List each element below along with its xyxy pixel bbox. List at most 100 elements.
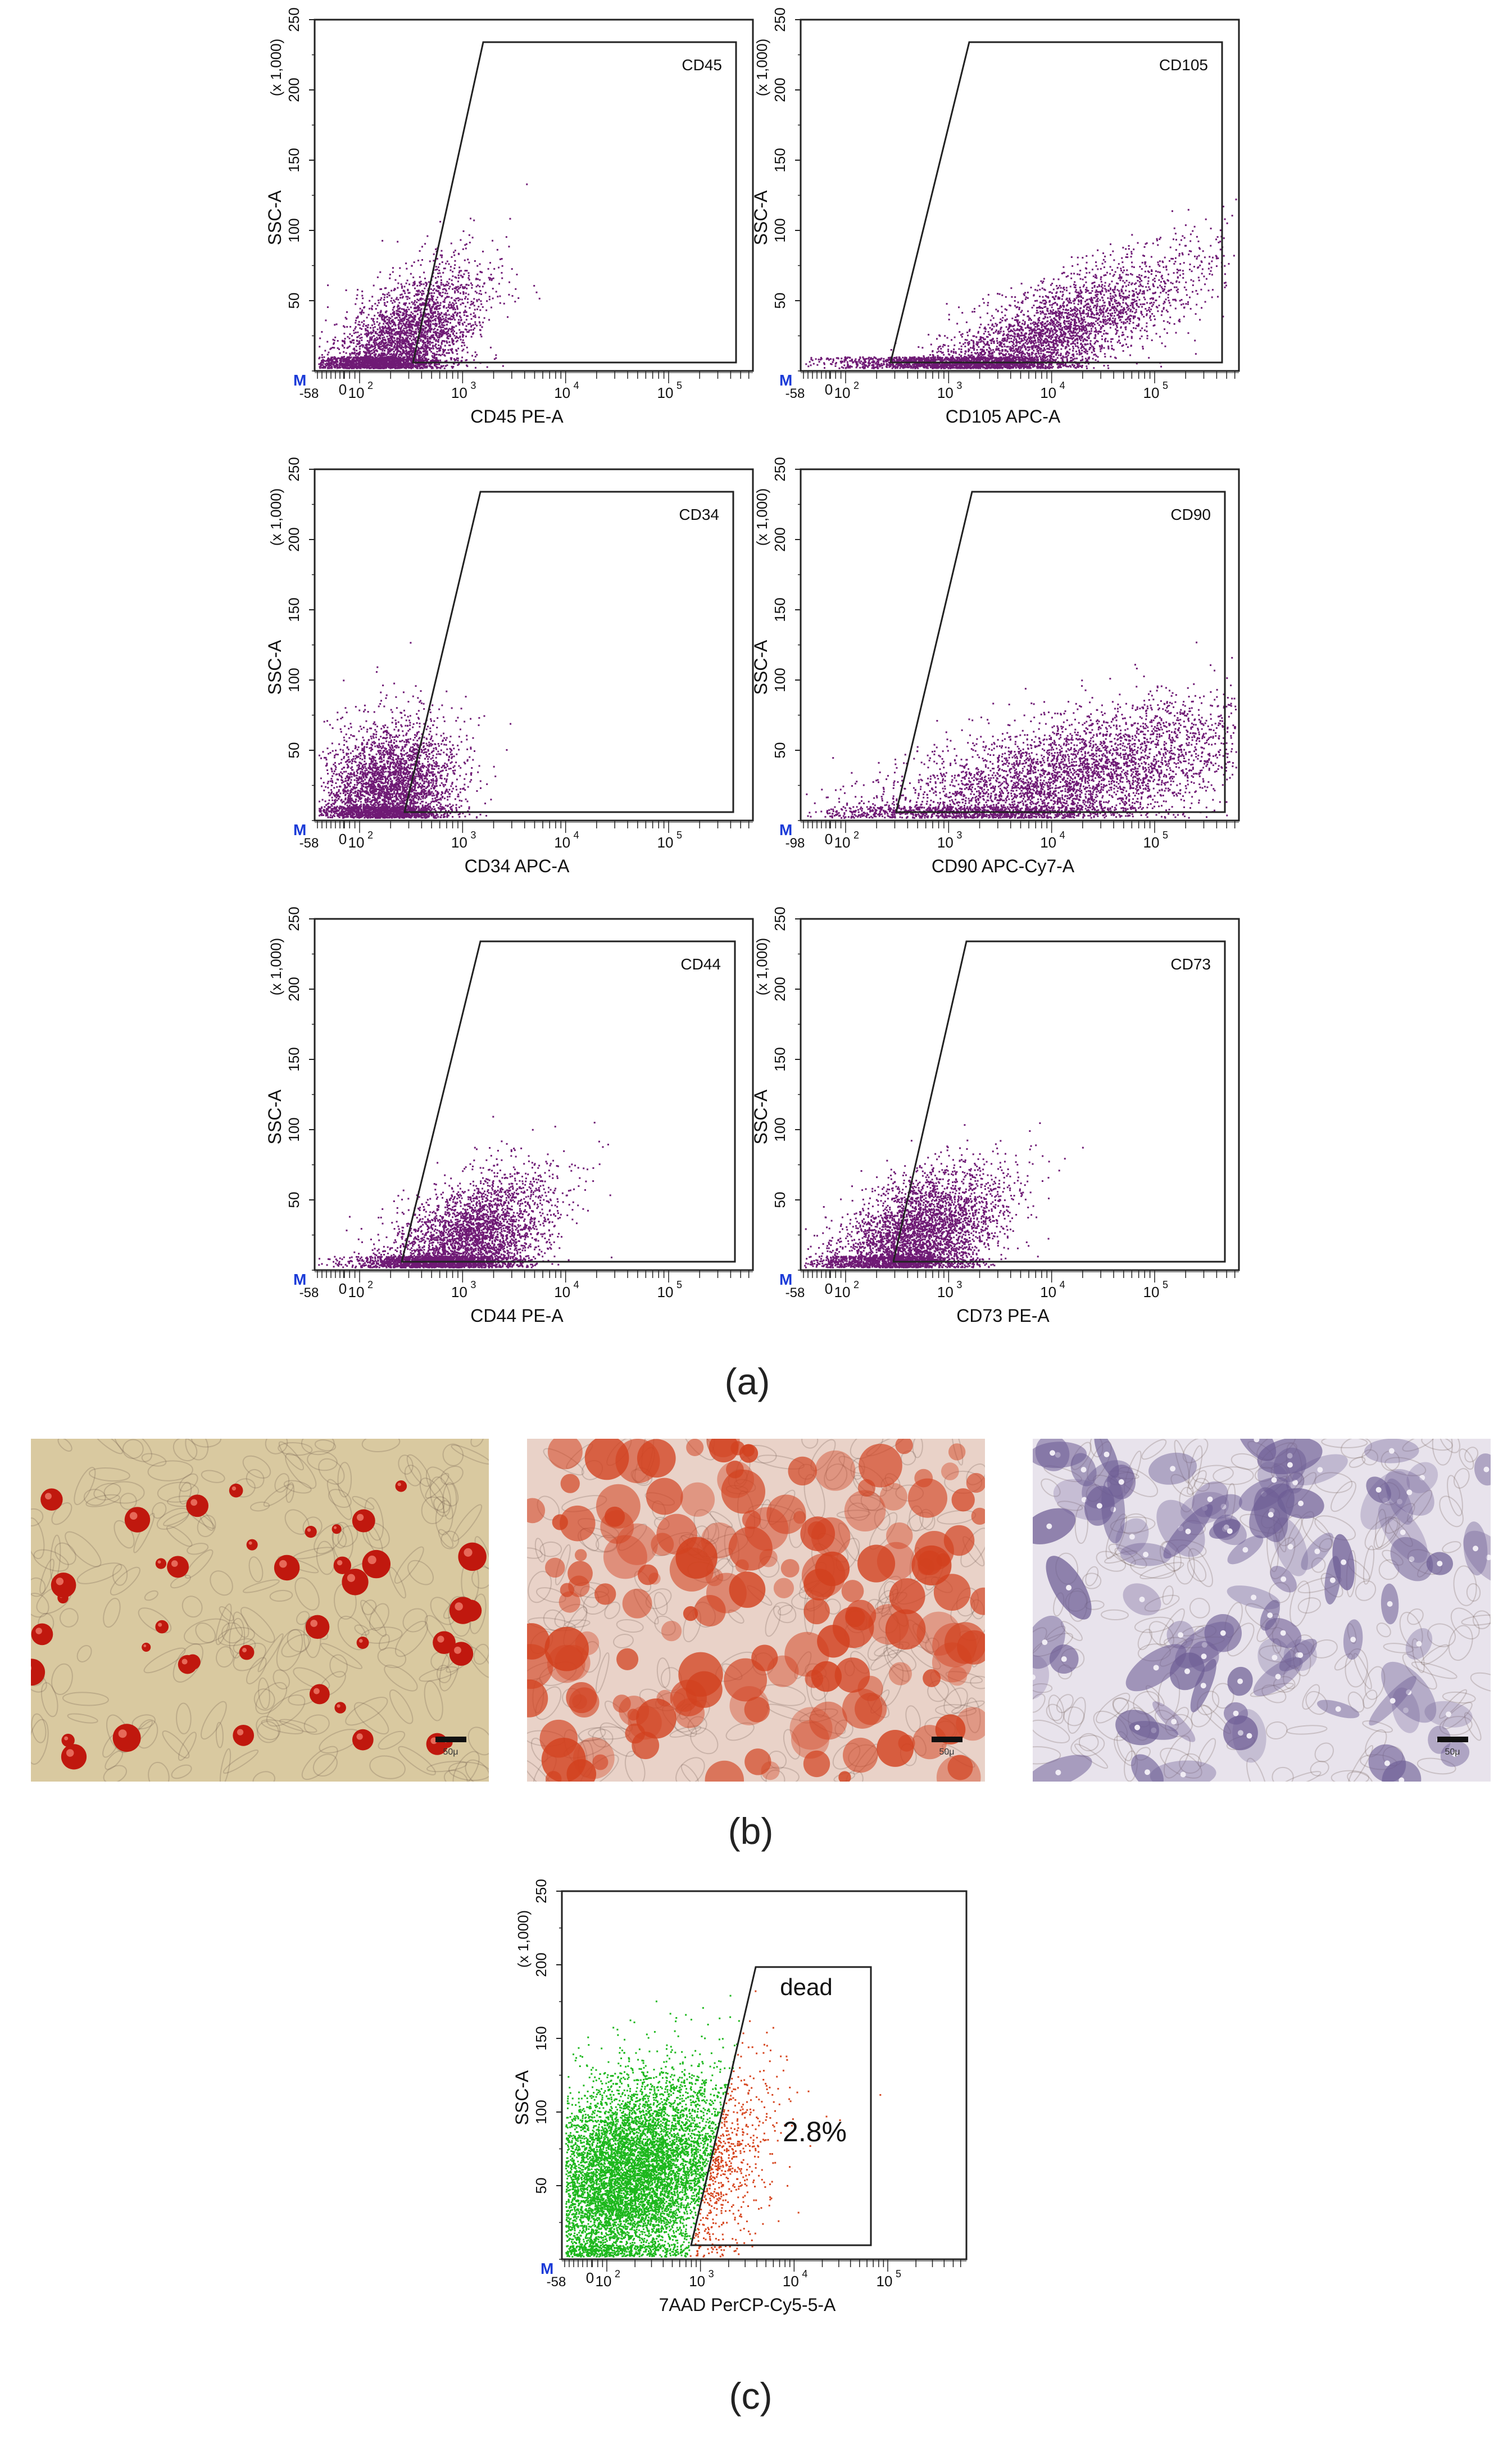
x-tick-label: 10	[554, 384, 570, 401]
x-tick-label: 10	[1040, 834, 1056, 851]
corner-marker: M	[779, 371, 792, 389]
y-tick-label: 50	[771, 1192, 788, 1208]
x-tick-label: 10	[1143, 1284, 1160, 1300]
y-axis-label: SSC-A	[751, 190, 771, 245]
x-tick-label: 10	[834, 384, 851, 401]
gate-label: CD105	[1159, 56, 1208, 74]
stained-deposits	[527, 1439, 985, 1782]
corner-marker: M	[779, 821, 792, 839]
y-tick-label: 100	[533, 2100, 550, 2124]
y-tick-label: 200	[285, 78, 302, 102]
x-tick-label-exponent: 5	[1163, 830, 1168, 841]
plot-cd90: 50 100 150 200 250 SSC-A (x 1,000) M -98 0 10 2 10 3 1…	[744, 457, 1245, 899]
y-tick-label: 100	[771, 1117, 788, 1141]
y-tick-label: 150	[771, 1047, 788, 1071]
y-tick-label: 150	[285, 148, 302, 172]
stained-deposits	[1033, 1439, 1491, 1782]
y-tick-label: 150	[771, 148, 788, 172]
x-tick-label-exponent: 2	[615, 2268, 620, 2280]
x-tick-label: 10	[937, 834, 953, 851]
x-tick-label-min: -58	[299, 836, 319, 851]
corner-marker: M	[779, 1271, 792, 1288]
x-tick-label: 10	[1143, 384, 1160, 401]
gate-label: dead	[780, 1974, 832, 2000]
x-tick-label-exponent: 2	[853, 1279, 859, 1290]
y-tick-label: 250	[771, 457, 788, 481]
event-dots	[804, 1122, 1084, 1268]
x-axis-label: CD45 PE-A	[470, 406, 564, 427]
event-dots	[806, 641, 1237, 819]
x-tick-label-exponent: 4	[574, 1279, 579, 1290]
x-tick-label: 10	[834, 1284, 851, 1300]
event-dots	[805, 198, 1237, 369]
x-tick-label: 10	[451, 834, 467, 851]
x-tick-label: 10	[877, 2273, 893, 2290]
y-axis-label: SSC-A	[512, 2070, 532, 2125]
corner-marker: M	[293, 371, 306, 389]
x-tick-label: 10	[348, 1284, 365, 1300]
x-tick-label-zero: 0	[339, 831, 347, 848]
x-tick-label-zero: 0	[586, 2269, 594, 2286]
y-tick-label: 250	[285, 7, 302, 31]
x-tick-label: 10	[937, 1284, 953, 1300]
y-scale-label: (x 1,000)	[267, 39, 284, 97]
y-tick-label: 100	[771, 218, 788, 242]
plot-cd73: 50 100 150 200 250 SSC-A (x 1,000) M -58 0 10 2 10 3 1…	[744, 907, 1245, 1349]
y-tick-label: 200	[285, 527, 302, 551]
y-tick-label: 100	[285, 668, 302, 692]
x-tick-label: 10	[554, 834, 570, 851]
y-tick-label: 200	[285, 977, 302, 1001]
x-tick-label-exponent: 4	[802, 2268, 807, 2280]
y-tick-label: 50	[285, 1192, 302, 1208]
caption-c: (c)	[666, 2374, 835, 2417]
plot-cd105: 50 100 150 200 250 SSC-A (x 1,000) M -58 0 10 2 10 3 1…	[744, 7, 1245, 450]
x-tick-label-exponent: 4	[1060, 830, 1065, 841]
gate-label: CD44	[680, 955, 721, 973]
gate-polygon	[892, 940, 1226, 1263]
x-tick-label: 10	[689, 2273, 705, 2290]
y-tick-label: 250	[771, 907, 788, 931]
y-axis-label: SSC-A	[265, 1089, 285, 1144]
event-dots	[318, 1116, 612, 1268]
y-tick-label: 250	[285, 457, 302, 481]
y-tick-label: 100	[285, 1117, 302, 1141]
x-tick-label-min: -58	[547, 2274, 566, 2290]
x-axis-label: CD105 APC-A	[946, 406, 1061, 427]
micrograph-osteogenic: 50μ	[527, 1439, 985, 1782]
y-tick-label: 200	[533, 1952, 550, 1977]
x-tick-label: 10	[783, 2273, 799, 2290]
scale-bar	[1437, 1737, 1468, 1742]
x-tick-label-exponent: 2	[367, 1279, 373, 1290]
event-dots	[565, 1990, 882, 2258]
y-scale-label: (x 1,000)	[267, 488, 284, 546]
y-tick-label: 150	[285, 597, 302, 622]
x-tick-label-min: -58	[785, 1285, 805, 1300]
x-tick-label-min: -58	[299, 1285, 319, 1300]
x-tick-label: 10	[451, 384, 467, 401]
y-tick-label: 200	[771, 527, 788, 551]
plot-cd45: 50 100 150 200 250 SSC-A (x 1,000) M -58 0 10 2 10 3 1…	[258, 7, 759, 450]
scale-bar	[435, 1737, 466, 1742]
x-tick-label-exponent: 2	[853, 830, 859, 841]
x-axis-label: CD44 PE-A	[470, 1306, 564, 1326]
y-scale-label: (x 1,000)	[753, 488, 770, 546]
gate-label: CD34	[679, 506, 719, 523]
micrograph-chondrogenic: 50μ	[1033, 1439, 1491, 1782]
gate-polygon	[401, 940, 736, 1263]
x-tick-label: 10	[451, 1284, 467, 1300]
stained-deposits	[31, 1480, 487, 1770]
plot-7aad: 50 100 150 200 250 SSC-A (x 1,000) M -58 0 10 2 10 3 1…	[506, 1879, 1011, 2344]
scale-bar-label: 50μ	[1445, 1747, 1460, 1757]
y-axis-label: SSC-A	[265, 640, 285, 695]
gate-polygon	[412, 41, 737, 364]
x-tick-label-exponent: 3	[956, 1279, 962, 1290]
x-tick-label-exponent: 3	[709, 2268, 714, 2280]
event-dots	[318, 642, 512, 819]
gate-label: CD45	[682, 56, 722, 74]
x-axis-label: 7AAD PerCP-Cy5-5-A	[659, 2295, 836, 2315]
x-tick-label-exponent: 5	[896, 2268, 901, 2280]
x-tick-label-min: -58	[299, 386, 319, 401]
scale-bar-label: 50μ	[939, 1747, 954, 1757]
x-tick-label-exponent: 2	[367, 380, 373, 391]
gate-polygon	[403, 491, 734, 813]
